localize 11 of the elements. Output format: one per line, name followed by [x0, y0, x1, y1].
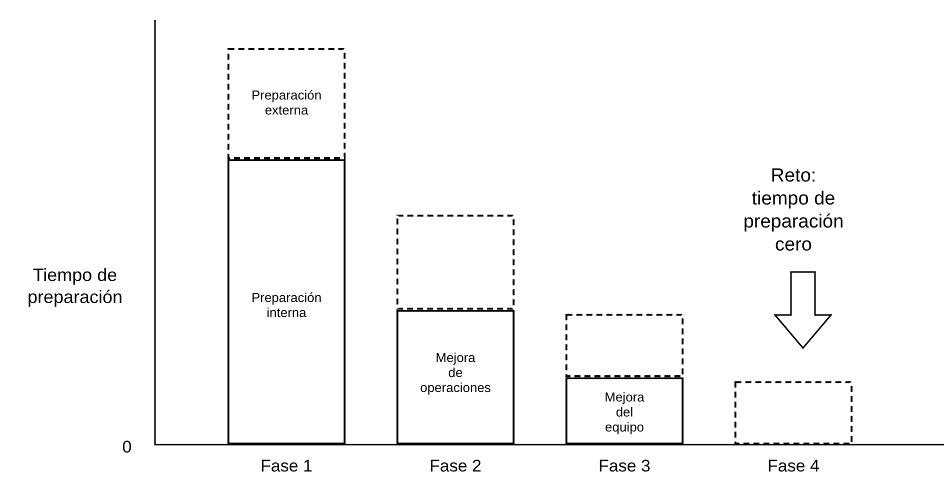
x-tick-label: Fase 1 [260, 456, 312, 476]
x-tick-label: Fase 3 [598, 456, 650, 476]
annotation: Mejora de operaciones [420, 350, 492, 395]
x-tick-label: Fase 2 [430, 456, 482, 476]
annotation: Mejora del equipo [604, 389, 646, 434]
annotation: Reto: tiempo de preparación cero [743, 165, 844, 256]
annotation: Preparación externa [251, 88, 322, 118]
x-tick-label: Fase 4 [768, 456, 820, 476]
y-axis-title: Tiempo de preparación [27, 264, 123, 307]
annotation: Preparación interna [251, 290, 322, 320]
text: 0 [122, 437, 132, 456]
